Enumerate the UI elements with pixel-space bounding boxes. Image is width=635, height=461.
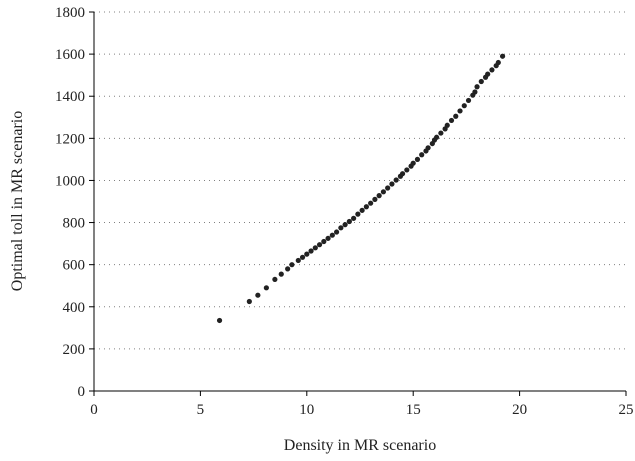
data-point [359, 207, 365, 213]
data-point [289, 262, 295, 268]
data-point [499, 53, 506, 59]
x-ticks: 0 5 10 15 20 25 [90, 391, 634, 418]
data-point [299, 254, 306, 260]
data-point [461, 103, 467, 109]
data-point [295, 257, 301, 264]
data-point [355, 211, 361, 217]
axes [93, 12, 626, 392]
data-point [263, 285, 269, 291]
data-point [308, 248, 314, 254]
y-axis-title: Optimal toll in MR scenario [9, 111, 26, 291]
data-point [444, 122, 450, 128]
data-point [363, 204, 369, 210]
y-tick-label: 1400 [55, 89, 85, 105]
gridlines [94, 11, 626, 350]
data-point [246, 298, 252, 305]
data-point [346, 218, 352, 225]
data-point [255, 292, 261, 298]
y-tick-label: 0 [78, 384, 86, 400]
x-tick-label: 10 [299, 402, 314, 418]
data-point [393, 177, 399, 183]
data-point [351, 215, 357, 221]
y-tick-label: 1600 [55, 47, 85, 63]
data-point [404, 167, 410, 173]
y-tick-label: 1800 [55, 5, 85, 21]
data-point [278, 271, 284, 277]
data-point [304, 251, 310, 257]
data-point [478, 78, 484, 85]
data-point [380, 189, 387, 195]
data-point [414, 156, 421, 162]
data-point [338, 225, 344, 231]
data-point [472, 89, 478, 95]
data-point [321, 238, 327, 245]
y-tick-label: 1200 [55, 131, 85, 147]
data-point [272, 276, 278, 283]
x-axis-title: Density in MR scenario [284, 437, 436, 454]
data-point [285, 266, 291, 272]
x-tick-label: 5 [197, 402, 205, 418]
data-point [474, 84, 480, 90]
data-point [410, 160, 416, 166]
data-point [438, 130, 444, 136]
data-point [485, 71, 491, 77]
data-point [376, 193, 382, 199]
data-point [389, 181, 395, 187]
data-points [216, 53, 506, 324]
y-tick-label: 800 [63, 216, 86, 232]
y-tick-label: 1000 [55, 173, 85, 189]
data-point [453, 113, 459, 119]
data-point [385, 185, 391, 191]
data-point [495, 59, 501, 66]
data-point [465, 97, 472, 104]
data-point [425, 145, 431, 151]
data-point [448, 117, 455, 124]
y-tick-label: 200 [63, 342, 86, 358]
data-point [489, 67, 495, 73]
x-tick-label: 15 [406, 402, 421, 418]
data-point [216, 317, 223, 324]
data-point [342, 222, 348, 228]
data-point [333, 229, 340, 235]
data-point [325, 235, 331, 241]
data-point [312, 245, 318, 251]
data-point [457, 108, 463, 114]
data-point [399, 171, 406, 177]
x-tick-label: 0 [90, 402, 98, 418]
data-point [368, 200, 374, 206]
y-ticks: 0 200 400 600 800 1000 1200 1400 1600 1800 [55, 5, 94, 400]
x-tick-label: 20 [512, 402, 527, 418]
data-point [434, 134, 440, 140]
data-point [419, 152, 425, 158]
data-point [316, 242, 323, 248]
y-tick-label: 600 [63, 258, 86, 274]
data-point [329, 232, 335, 238]
x-tick-label: 25 [619, 402, 634, 418]
y-tick-label: 400 [63, 300, 86, 316]
data-point [372, 196, 378, 202]
